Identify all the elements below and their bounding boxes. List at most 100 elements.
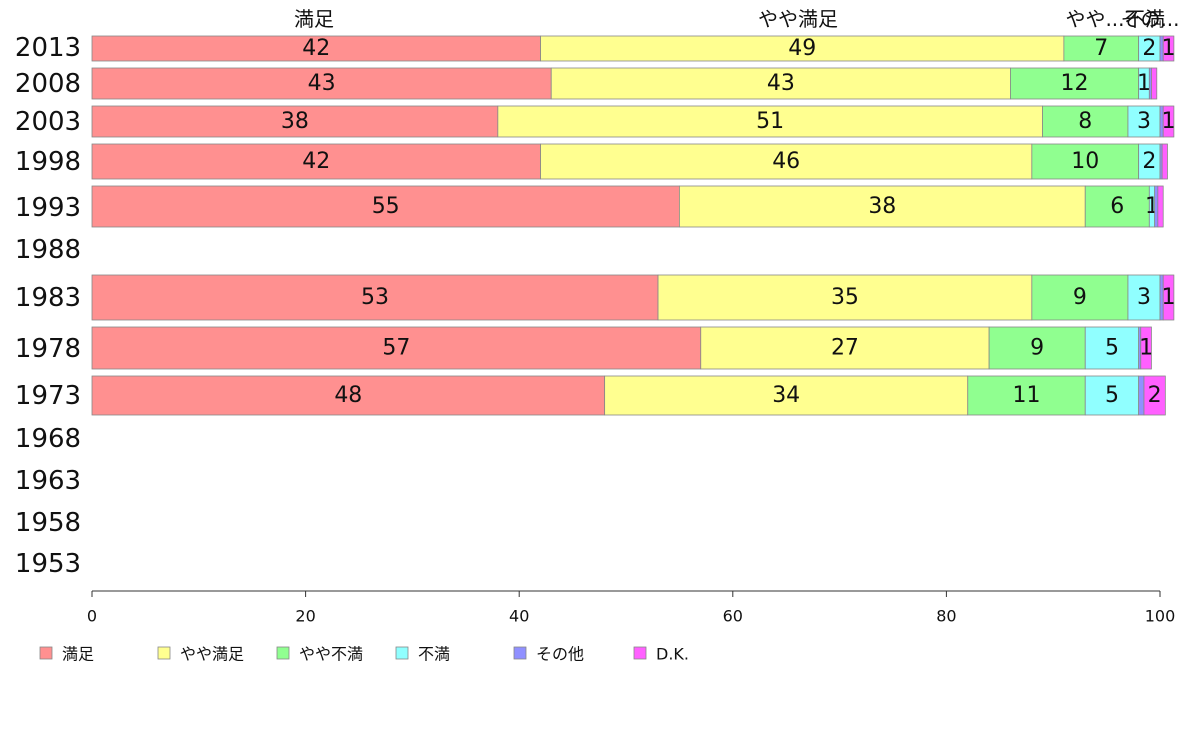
data-label: 53 <box>361 285 389 310</box>
data-label: 11 <box>1013 383 1041 408</box>
bar-segment <box>91 326 702 370</box>
year-label: 1953 <box>15 549 81 579</box>
legend-swatch <box>395 646 409 660</box>
bar-segment <box>1157 185 1164 228</box>
data-label: 42 <box>302 149 330 174</box>
legend-swatch <box>39 646 53 660</box>
year-label: 1998 <box>15 147 81 177</box>
x-tick-label: 60 <box>723 607 743 626</box>
data-label: 9 <box>1073 285 1087 310</box>
bar-segment <box>1162 35 1175 62</box>
year-label: 2008 <box>15 69 81 99</box>
legend-label: やや満足 <box>180 645 244 664</box>
bar-segment <box>91 274 659 321</box>
bar-segment <box>550 67 1011 100</box>
data-label: 43 <box>767 71 795 96</box>
data-label: 38 <box>868 194 896 219</box>
data-label: 35 <box>831 285 859 310</box>
data-label: 57 <box>382 336 410 361</box>
bar-segment <box>679 185 1086 228</box>
year-label: 1968 <box>15 424 81 454</box>
year-label: 1958 <box>15 508 81 538</box>
data-label: 7 <box>1094 36 1108 61</box>
data-label: 9 <box>1030 336 1044 361</box>
data-label: 5 <box>1105 383 1119 408</box>
legend-label: その他 <box>536 645 584 664</box>
x-tick-label: 40 <box>509 607 529 626</box>
bar-segment <box>1084 185 1150 228</box>
data-label: 51 <box>756 109 784 134</box>
legend-swatch <box>513 646 527 660</box>
top-series-label: やや満足 <box>758 7 838 31</box>
data-label: 27 <box>831 336 859 361</box>
bar-segment <box>1084 326 1140 370</box>
top-series-label: 不満 <box>1125 7 1165 31</box>
bar-segment <box>540 35 1065 62</box>
legend-swatch <box>157 646 171 660</box>
bar-segment <box>91 105 499 138</box>
legend-swatch <box>276 646 290 660</box>
bar-segment <box>967 375 1086 416</box>
data-label: 1 <box>1162 109 1176 134</box>
x-tick-label: 80 <box>936 607 956 626</box>
bar-segment <box>1127 274 1161 321</box>
bar-segment <box>91 375 606 416</box>
data-label: 12 <box>1061 71 1089 96</box>
bar-segment <box>1084 375 1140 416</box>
data-label: 1 <box>1162 36 1176 61</box>
bar-segment <box>1162 105 1175 138</box>
data-label: 43 <box>308 71 336 96</box>
legend-label: やや不満 <box>299 645 363 664</box>
bar-segment <box>1063 35 1140 62</box>
bar-segment <box>1140 326 1152 370</box>
data-label: 10 <box>1071 149 1099 174</box>
bar-segment <box>1042 105 1129 138</box>
bar-segment <box>657 274 1033 321</box>
year-label: 1978 <box>15 334 81 364</box>
legend-label: D.K. <box>656 645 689 664</box>
bar-segment <box>1143 375 1166 416</box>
legend-swatch <box>633 646 647 660</box>
data-label: 2 <box>1142 149 1156 174</box>
data-label: 2 <box>1148 383 1162 408</box>
year-label: 2003 <box>15 107 81 137</box>
data-label: 48 <box>334 383 362 408</box>
data-label: 42 <box>302 36 330 61</box>
bar-segment <box>91 35 541 62</box>
bar-segment <box>1151 67 1158 100</box>
data-label: 49 <box>788 36 816 61</box>
year-label: 1988 <box>15 235 81 265</box>
data-label: 3 <box>1137 285 1151 310</box>
data-label: 1 <box>1137 71 1151 96</box>
bar-segment <box>1162 274 1175 321</box>
x-tick-label: 0 <box>87 607 97 626</box>
legend-label: 不満 <box>418 645 450 664</box>
year-label: 1993 <box>15 193 81 223</box>
top-series-label: その... <box>1120 7 1179 31</box>
bar-segment <box>91 185 680 228</box>
data-label: 1 <box>1139 336 1153 361</box>
data-label: 3 <box>1137 109 1151 134</box>
bar-segment <box>1161 143 1168 180</box>
year-label: 2013 <box>15 33 81 63</box>
year-label: 1963 <box>15 466 81 496</box>
data-label: 55 <box>372 194 400 219</box>
x-tick-label: 20 <box>295 607 315 626</box>
bar-segment <box>700 326 990 370</box>
data-label: 2 <box>1142 36 1156 61</box>
bar-segment <box>604 375 969 416</box>
x-tick-label: 100 <box>1145 607 1176 626</box>
bar-segment <box>1138 375 1145 416</box>
data-label: 1 <box>1162 285 1176 310</box>
bar-segment <box>1010 67 1140 100</box>
bar-segment <box>91 143 541 180</box>
bar-segment <box>1031 274 1129 321</box>
data-label: 8 <box>1078 109 1092 134</box>
data-label: 38 <box>281 109 309 134</box>
data-label: 34 <box>772 383 800 408</box>
data-label: 46 <box>772 149 800 174</box>
bar-segment <box>497 105 1043 138</box>
legend-label: 満足 <box>62 645 94 664</box>
